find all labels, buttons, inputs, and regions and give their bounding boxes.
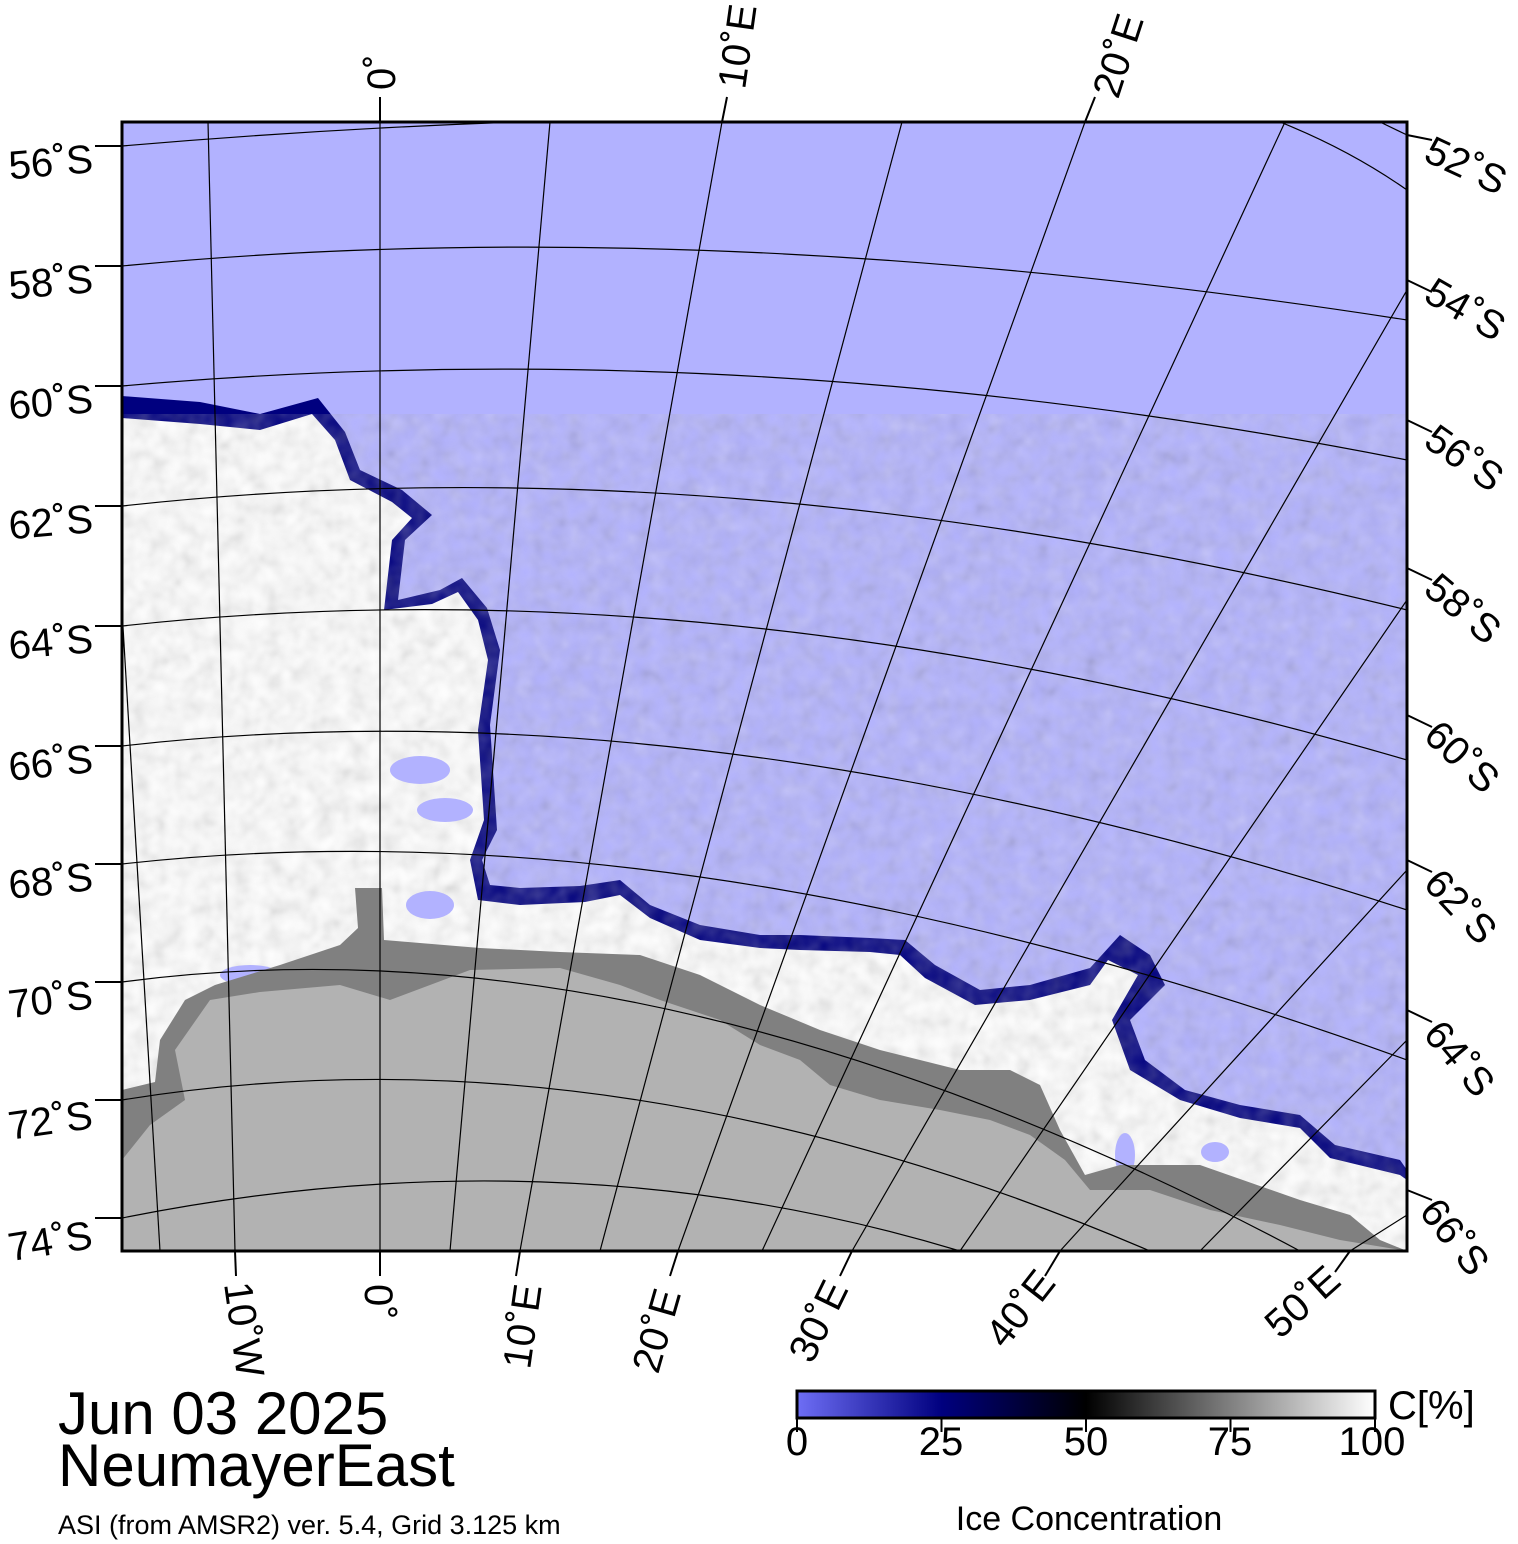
colorbar-tick-label: 50 [1063,1420,1109,1464]
lat-label-left: 60˚S [7,377,95,428]
lat-58-circle [122,246,1407,321]
region-name: NeumayerEast [58,1432,455,1499]
lat-label-left: 68˚S [6,855,95,908]
lat-label-right: 54˚S [1418,270,1513,350]
lon-label-top: 0˚ [360,54,404,90]
meridian-40e [1059,869,1407,1251]
lat-label-right: 52˚S [1418,128,1513,204]
lon-label-bottom: 10˚E [495,1281,550,1371]
lat-60-circle [122,368,1407,461]
map-date: Jun 03 2025 [58,1380,389,1447]
map-area [122,122,1407,1251]
meridian-25e [761,122,1286,1251]
lat-72-circle [122,1078,1151,1251]
lon-labels-top: 0˚ 10˚E 20˚E [360,1,1153,102]
lon-label-bottom: 0˚ [356,1284,400,1320]
lon-label-top: 20˚E [1085,9,1153,103]
lat-64-circle [122,609,1407,761]
meridian-35e [959,599,1407,1251]
lat-label-left: 74˚S [5,1213,95,1270]
land [122,968,1407,1251]
lat-label-left: 70˚S [6,973,95,1027]
lat-labels-left: 56˚S 58˚S 60˚S 62˚S 64˚S 66˚S 68˚S 70˚S … [5,137,95,1270]
meridian-20w [122,609,161,1251]
map-frame [120,120,1409,1253]
lat-54-circle [1279,122,1407,191]
data-source: ASI (from AMSR2) ver. 5.4, Grid 3.125 km [58,1510,561,1540]
lon-labels-bottom: 10˚W 0˚ 10˚E 20˚E 30˚E 40˚E 50˚E [215,1257,1349,1380]
lat-label-left: 66˚S [6,737,95,790]
lon-label-top: 10˚E [710,1,765,91]
lat-label-right: 66˚S [1411,1190,1498,1284]
lat-70-circle [122,968,1301,1251]
lat-66-circle [122,730,1407,911]
meridian-50e [1349,1214,1407,1251]
lat-68-circle [122,850,1407,1061]
meridian-10e [519,122,723,1251]
colorbar-title: Ice Concentration [955,1500,1223,1538]
meridian-10w [207,122,236,1251]
lat-label-right: 62˚S [1415,861,1505,953]
colorbar-tick-label: 25 [918,1420,964,1464]
lon-label-bottom: 40˚E [977,1262,1064,1356]
lon-label-bottom: 30˚E [781,1274,858,1369]
meridian-5e [449,122,551,1251]
lat-label-right: 64˚S [1415,1013,1503,1106]
colorbar-ticks [796,1418,1376,1432]
lat-label-left: 72˚S [5,1093,95,1148]
lat-74-circle [122,1180,961,1251]
meridian-45e [1199,1039,1407,1251]
lat-56-circle [122,122,1070,147]
lat-labels-right: 52˚S 54˚S 56˚S 58˚S 60˚S 62˚S 64˚S 66˚S [1411,128,1513,1284]
meridian-15e [599,122,903,1251]
colorbar [795,1389,1377,1420]
colorbar-tick-label: 0 [785,1420,809,1464]
graticule [122,122,1407,1251]
lat-62-circle [122,486,1407,611]
frame-ticks [95,96,1433,1277]
colorbar-tick-label: 100 [1338,1420,1406,1464]
lat-label-right: 56˚S [1417,416,1511,501]
meridian-20e [677,122,1086,1251]
lat-label-left: 62˚S [7,497,95,548]
colorbar-tick-label: 75 [1207,1420,1253,1464]
lat-label-left: 56˚S [7,137,95,188]
lon-label-bottom: 10˚W [215,1279,272,1380]
lat-label-left: 58˚S [7,257,95,308]
lon-label-bottom: 20˚E [624,1284,690,1377]
lat-label-left: 64˚S [7,617,95,668]
colorbar-unit: C[%] [1388,1384,1475,1428]
meridian-30e [851,289,1407,1251]
lat-52-circle [1379,122,1407,136]
